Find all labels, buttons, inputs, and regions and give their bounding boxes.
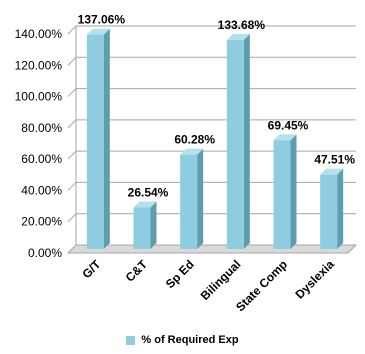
x-tick-label: Dyslexia xyxy=(292,257,337,302)
gridline-side xyxy=(67,88,77,97)
legend: % of Required Exp xyxy=(0,334,365,346)
y-tick-label: 40.00% xyxy=(21,183,62,197)
bar xyxy=(273,140,291,249)
bar-side xyxy=(150,201,157,249)
gridline-side xyxy=(67,213,77,223)
x-tick-label: G/T xyxy=(79,257,104,282)
bar xyxy=(133,207,151,249)
bar-side xyxy=(197,148,204,249)
legend-swatch xyxy=(126,335,136,345)
bar xyxy=(180,154,198,249)
y-tick-label: 120.00% xyxy=(15,58,63,72)
data-label: 26.54% xyxy=(128,185,169,199)
data-label: 133.68% xyxy=(218,18,266,32)
bar-top xyxy=(273,134,297,141)
bar-top xyxy=(133,201,157,208)
y-tick-label: 140.00% xyxy=(15,27,63,41)
y-tick-label: 100.00% xyxy=(15,90,63,104)
gridline-side xyxy=(67,119,77,129)
gridline-side xyxy=(67,56,77,66)
bar-top xyxy=(86,28,110,35)
bar-side xyxy=(103,28,110,250)
y-tick-label: 80.00% xyxy=(21,121,62,135)
gridline-side xyxy=(67,25,77,35)
data-label: 69.45% xyxy=(268,118,309,132)
bar-side xyxy=(290,134,297,249)
legend-label: % of Required Exp xyxy=(141,334,239,346)
bar-top xyxy=(226,33,250,40)
bar xyxy=(86,34,104,249)
bar-side xyxy=(243,33,250,249)
x-tick-label: Bilingual xyxy=(198,257,244,303)
chart-floor xyxy=(66,244,358,254)
y-tick-label: 20.00% xyxy=(21,215,62,229)
x-tick-label: C&T xyxy=(123,257,151,285)
y-tick-label: 60.00% xyxy=(21,152,62,166)
bar-side xyxy=(337,168,344,249)
data-label: 60.28% xyxy=(174,133,215,147)
gridline-side xyxy=(67,182,77,191)
gridline-side xyxy=(67,150,77,160)
x-tick-label: Sp Ed xyxy=(163,257,197,291)
y-tick-label: 0.00% xyxy=(28,246,62,260)
bar xyxy=(226,39,244,249)
bar-top xyxy=(320,168,344,175)
bar-top xyxy=(180,148,204,155)
bar xyxy=(320,174,338,249)
data-label: 137.06% xyxy=(78,13,126,27)
data-label: 47.51% xyxy=(314,153,355,167)
